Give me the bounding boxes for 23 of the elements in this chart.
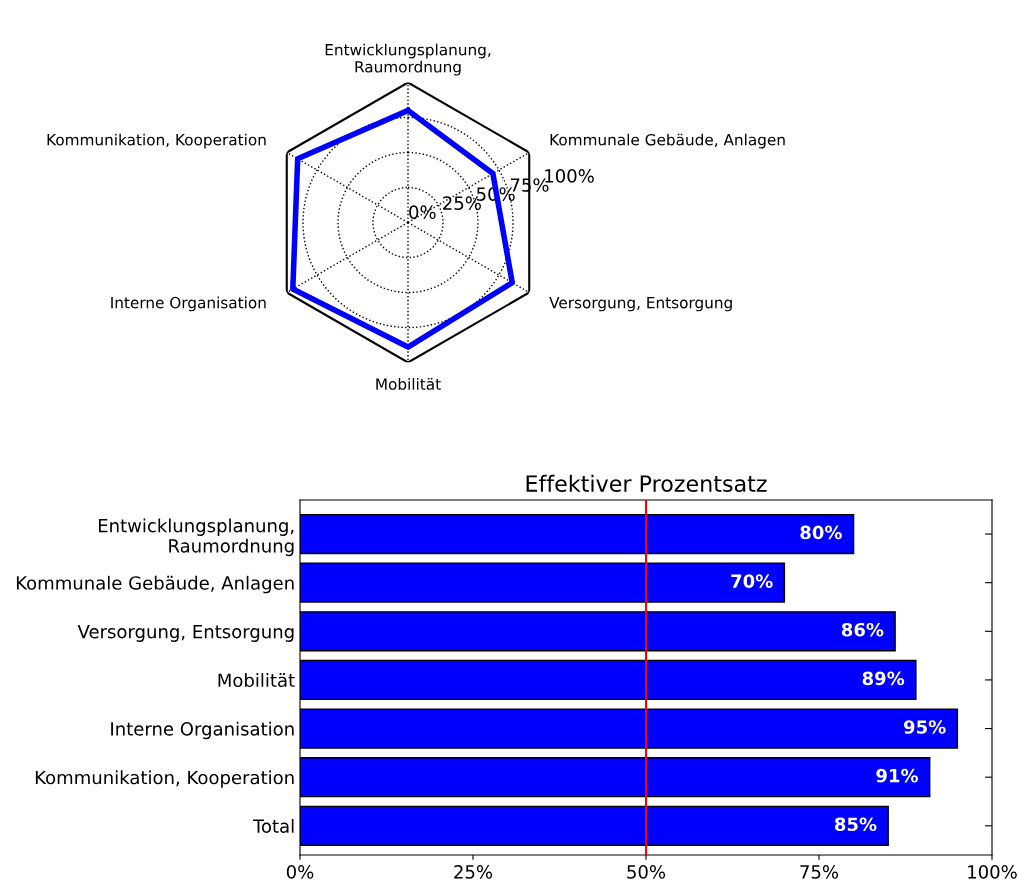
spoke-label: Versorgung, Entsorgung xyxy=(549,297,732,312)
y-tick-label: Kommunikation, Kooperation xyxy=(35,770,294,788)
x-tick-label: 75% xyxy=(800,865,839,879)
y-tick-label: Interne Organisation xyxy=(111,721,294,740)
data-label: 80% xyxy=(800,525,842,540)
y-tick-label: Mobilität xyxy=(218,673,295,688)
y-tick-label: Entwicklungsplanung, Raumordnung xyxy=(98,518,294,557)
spoke-label: Kommunale Gebäude, Anlagen xyxy=(550,133,785,149)
spoke-label: Mobilität xyxy=(376,378,441,390)
data-label: 91% xyxy=(876,768,919,783)
chart-title: Effektiver Prozentsatz xyxy=(526,474,767,492)
x-tick-label: 25% xyxy=(454,865,493,879)
x-tick-label: 100% xyxy=(968,865,1017,879)
y-tick-label: Versorgung, Entsorgung xyxy=(77,625,294,642)
data-label: 89% xyxy=(862,671,905,686)
data-label: 85% xyxy=(834,817,877,832)
y-tick-label: Total xyxy=(252,818,294,833)
x-tick-label: 0% xyxy=(286,865,314,879)
x-tick-label: 50% xyxy=(627,865,666,879)
data-label: 95% xyxy=(904,720,946,734)
data-label: 70% xyxy=(731,574,773,588)
data-label: 86% xyxy=(841,622,884,637)
y-tick-label: Kommunale Gebäude, Anlagen xyxy=(16,575,294,594)
